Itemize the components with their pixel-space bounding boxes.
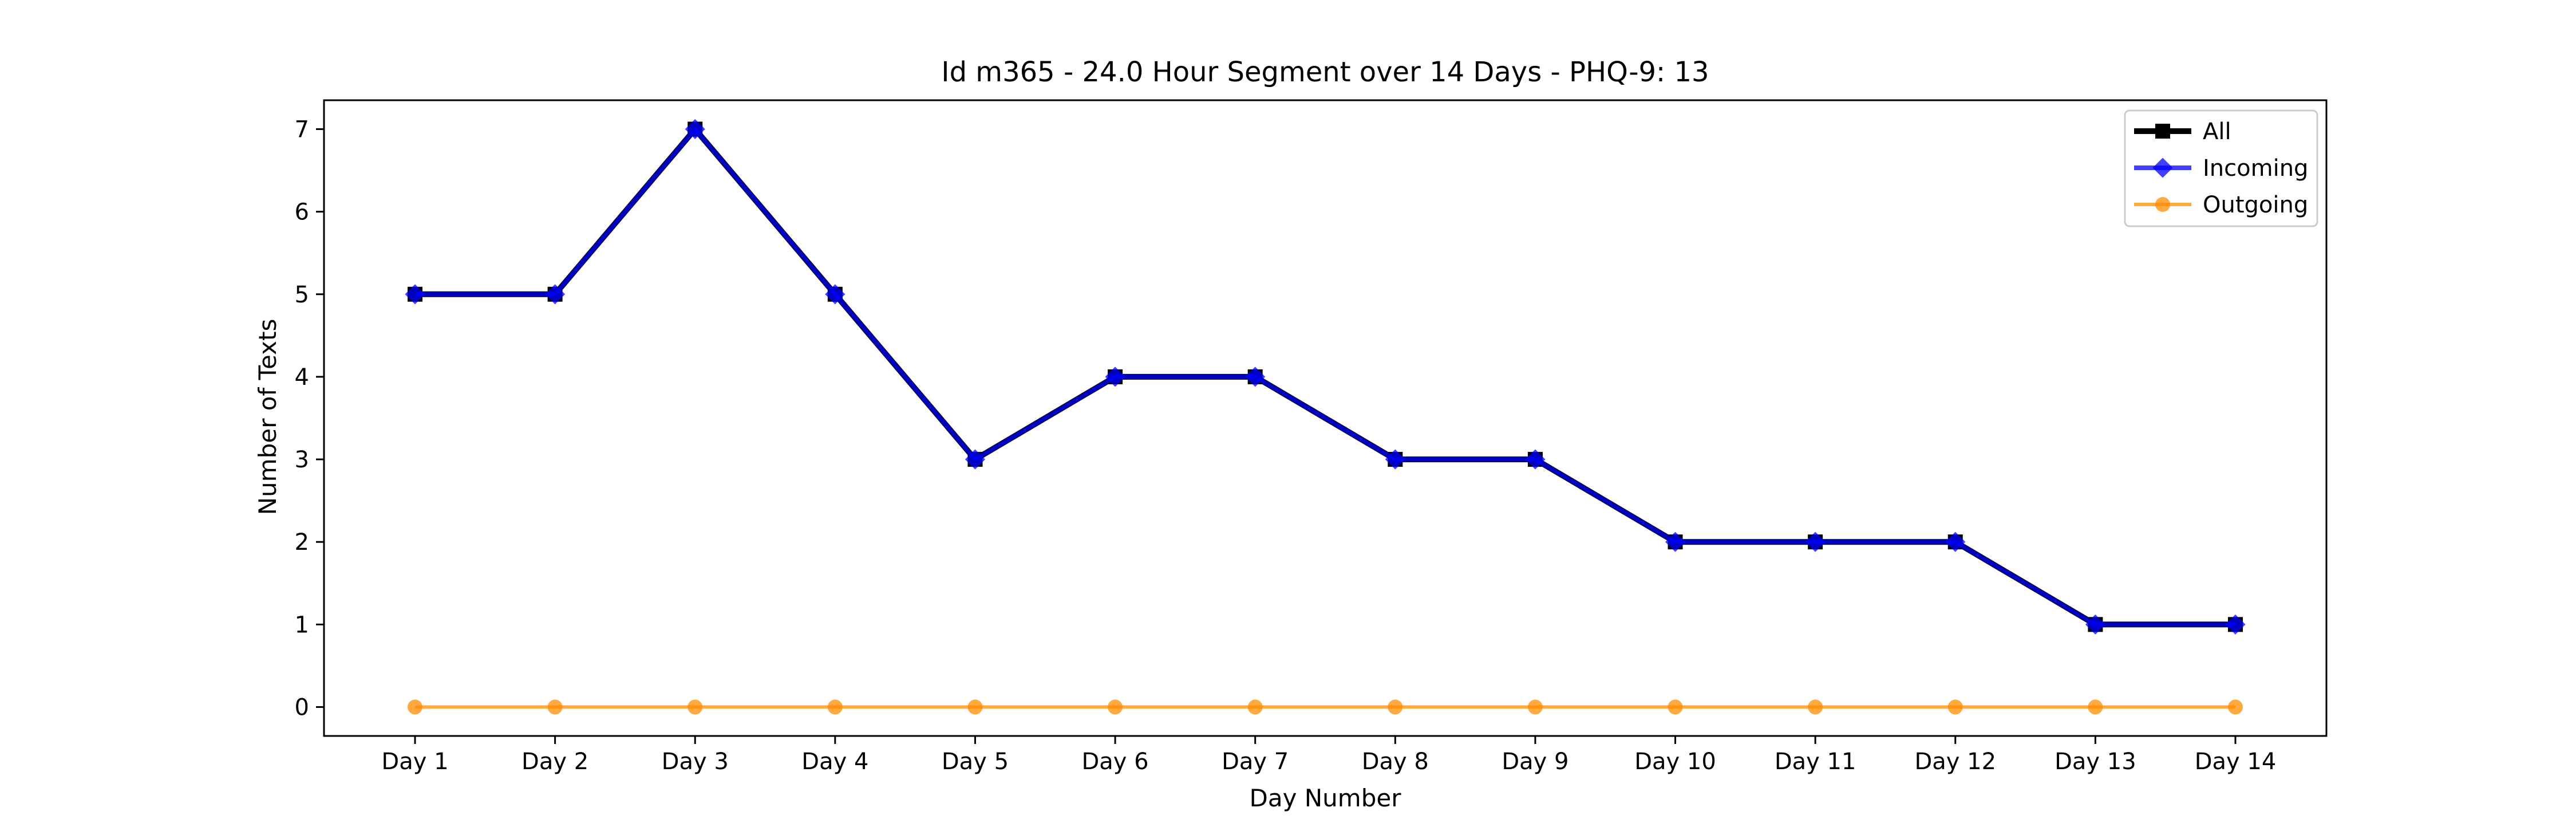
y-tick-label: 2 bbox=[295, 529, 309, 556]
data-point bbox=[1805, 531, 1826, 552]
data-point bbox=[408, 699, 422, 715]
plot-frame bbox=[323, 99, 2328, 737]
x-tick-label: Day 4 bbox=[801, 749, 868, 775]
x-axis: Day 1 Day 2 Day 3 Day 4 Day 5 Day 6 Day 7 Day 8… bbox=[381, 736, 2276, 775]
legend-label: Outgoing bbox=[2203, 192, 2308, 218]
y-tick-label: 1 bbox=[295, 612, 309, 638]
x-tick-label: Day 2 bbox=[521, 749, 588, 775]
data-point bbox=[2085, 614, 2105, 635]
data-point bbox=[1527, 699, 1543, 715]
data-point bbox=[1247, 699, 1263, 715]
legend-swatch-marker bbox=[2155, 197, 2170, 212]
legend-item-incoming: Incoming bbox=[2134, 155, 2308, 182]
data-point bbox=[1385, 449, 1405, 470]
y-axis: 0 1 2 3 4 5 6 7 bbox=[295, 116, 324, 721]
chart-title: Id m365 - 24.0 Hour Segment over 14 Days… bbox=[941, 56, 1709, 88]
data-point bbox=[967, 699, 983, 715]
legend: All Incoming Outgoing bbox=[2124, 109, 2318, 227]
x-tick-label: Day 5 bbox=[942, 749, 1009, 775]
data-point bbox=[1947, 699, 1963, 715]
legend-box bbox=[2124, 109, 2318, 227]
data-point bbox=[1388, 699, 1403, 715]
legend-item-all: All bbox=[2134, 119, 2231, 145]
data-point bbox=[405, 284, 425, 305]
series-incoming bbox=[405, 119, 2246, 635]
x-tick-label: Day 6 bbox=[1081, 749, 1148, 775]
x-tick-label: Day 3 bbox=[662, 749, 729, 775]
x-tick-label: Day 12 bbox=[1914, 749, 1996, 775]
plot-area bbox=[405, 119, 2246, 715]
data-point bbox=[688, 699, 703, 715]
data-point bbox=[1245, 367, 1266, 387]
y-tick-label: 4 bbox=[295, 364, 309, 391]
data-point bbox=[685, 119, 705, 140]
y-tick-label: 0 bbox=[295, 695, 309, 721]
data-point bbox=[2228, 699, 2243, 715]
data-point bbox=[2088, 699, 2103, 715]
data-point bbox=[1668, 699, 1683, 715]
data-point bbox=[1808, 699, 1823, 715]
data-point bbox=[1665, 531, 1686, 552]
data-point bbox=[547, 699, 563, 715]
series-outgoing bbox=[408, 699, 2243, 715]
legend-swatch-marker bbox=[2152, 157, 2173, 178]
y-tick-label: 7 bbox=[295, 116, 309, 143]
y-tick-label: 6 bbox=[295, 199, 309, 226]
x-tick-label: Day 9 bbox=[1502, 749, 1568, 775]
x-tick-label: Day 13 bbox=[2055, 749, 2136, 775]
legend-label: Incoming bbox=[2203, 155, 2308, 182]
y-tick-label: 3 bbox=[295, 447, 309, 473]
x-axis-label: Day Number bbox=[1249, 784, 1401, 812]
legend-label: All bbox=[2203, 119, 2231, 145]
legend-swatch-marker bbox=[2155, 124, 2170, 139]
data-point bbox=[2225, 614, 2246, 635]
x-tick-label: Day 10 bbox=[1634, 749, 1716, 775]
x-tick-label: Day 8 bbox=[1362, 749, 1429, 775]
data-point bbox=[827, 699, 843, 715]
x-tick-label: Day 11 bbox=[1775, 749, 1856, 775]
data-point bbox=[825, 284, 846, 305]
data-point bbox=[1525, 449, 1546, 470]
legend-item-outgoing: Outgoing bbox=[2134, 192, 2308, 218]
y-tick-label: 5 bbox=[295, 282, 309, 308]
data-point bbox=[1945, 531, 1966, 552]
data-point bbox=[1105, 367, 1125, 387]
series-line bbox=[415, 127, 2235, 627]
x-tick-label: Day 7 bbox=[1222, 749, 1289, 775]
data-point bbox=[965, 449, 986, 470]
x-tick-label: Day 14 bbox=[2195, 749, 2277, 775]
x-tick-label: Day 1 bbox=[381, 749, 448, 775]
y-axis-label: Number of Texts bbox=[254, 319, 282, 515]
data-point bbox=[545, 284, 566, 305]
data-point bbox=[1108, 699, 1123, 715]
